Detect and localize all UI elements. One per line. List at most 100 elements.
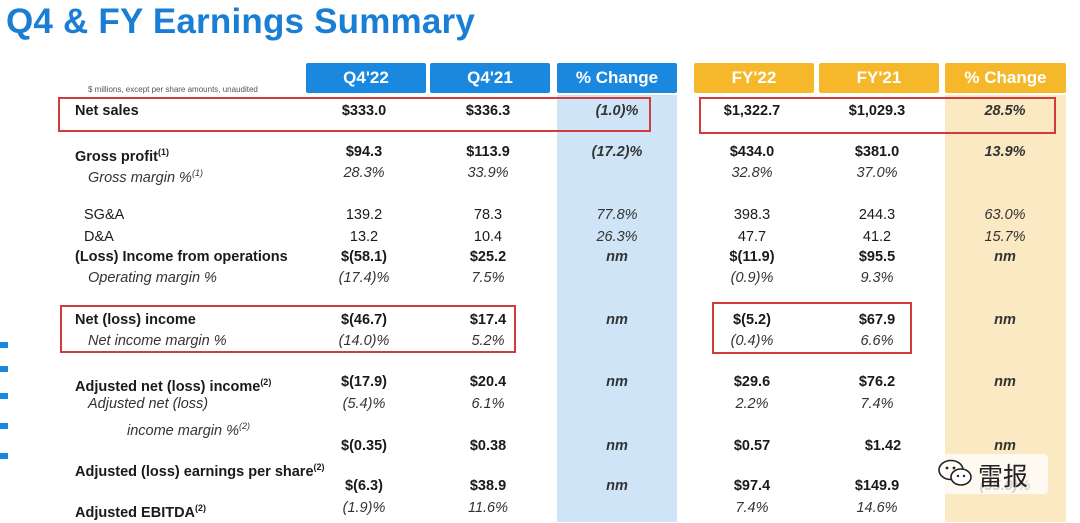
row-label: (Loss) Income from operations [75, 247, 288, 267]
q4-change-column-band [557, 95, 677, 522]
wechat-icon [938, 459, 972, 486]
row-label-text: SG&A [84, 207, 125, 223]
row-label-text: Adjusted net (loss) [88, 396, 209, 412]
row-label-text: Adjusted (loss) earnings per share [75, 463, 314, 480]
table-cell: 77.8% [596, 207, 638, 223]
table-cell: $29.6 [733, 374, 771, 390]
table-cell: (0.4)% [730, 333, 774, 349]
row-label: Net income margin % [88, 331, 227, 351]
table-cell: $97.4 [733, 478, 771, 494]
row-label-text: Adjusted EBITDA [75, 504, 196, 521]
table-cell: $(6.3) [345, 478, 383, 494]
row-label-text: income margin % [127, 422, 240, 439]
table-cell: nm [606, 374, 628, 390]
table-cell: 7.5% [471, 270, 505, 286]
highlight-net-sales-fy [699, 97, 1056, 134]
watermark-text: 雷报 [978, 463, 1029, 491]
table-cell: nm [994, 312, 1016, 328]
table-cell: $25.2 [469, 249, 507, 265]
table-cell: $(11.9) [729, 249, 775, 265]
table-cell: 6.1% [471, 396, 505, 412]
table-cell: $(58.1) [341, 249, 387, 265]
table-cell: (5.4)% [342, 396, 386, 412]
row-label: Net sales [75, 101, 139, 121]
row-label: Operating margin % [88, 268, 217, 288]
table-cell: 14.6% [856, 500, 898, 516]
highlight-net-income-fy [712, 302, 912, 354]
table-cell: nm [606, 312, 628, 328]
table-cell: $381.0 [854, 144, 900, 160]
table-cell: (17.2)% [591, 144, 643, 160]
table-cell: 37.0% [856, 165, 898, 181]
table-cell: $76.2 [858, 374, 896, 390]
row-label-text: Net sales [75, 103, 139, 119]
table-cell: (1.9)% [342, 500, 386, 516]
footnote-marker: (2) [260, 377, 272, 387]
page-title: Q4 & FY Earnings Summary [6, 2, 476, 41]
row-label: Gross margin %(1) [88, 163, 203, 186]
table-cell: $0.57 [733, 438, 771, 454]
table-cell: $95.5 [858, 249, 896, 265]
table-cell: 28.5% [984, 103, 1026, 119]
table-cell: $336.3 [465, 103, 511, 119]
table-cell: (14.0)% [338, 333, 390, 349]
table-cell: 13.2 [349, 229, 379, 245]
table-cell: 7.4% [860, 396, 894, 412]
table-cell: $113.9 [466, 144, 510, 160]
table-cell: $1,029.3 [848, 103, 906, 119]
table-cell: nm [606, 478, 628, 494]
table-cell: nm [606, 438, 628, 454]
table-cell: 28.3% [343, 165, 385, 181]
header-fy-change: % Change [945, 63, 1066, 93]
table-cell: (17.4)% [338, 270, 390, 286]
table-cell: $(5.2) [733, 312, 771, 328]
table-cell: $1,322.7 [723, 103, 781, 119]
footnote-marker: (2) [195, 503, 207, 513]
table-cell: nm [994, 249, 1016, 265]
row-label-text: Gross margin % [88, 169, 192, 186]
header-q4-21: Q4'21 [430, 63, 550, 93]
table-cell: 41.2 [862, 229, 892, 245]
table-cell: $(46.7) [341, 312, 387, 328]
header-fy-22: FY'22 [694, 63, 814, 93]
table-cell: $38.9 [469, 478, 507, 494]
table-cell: 398.3 [733, 207, 771, 223]
row-label: D&A [84, 227, 114, 247]
row-label-text: (Loss) Income from operations [75, 249, 288, 265]
highlight-net-sales-q4 [58, 97, 651, 132]
table-cell: $(0.35) [341, 438, 387, 454]
table-cell: nm [606, 249, 628, 265]
row-label: Adjusted net (loss) income(2) [75, 372, 272, 395]
table-cell: $(17.9) [341, 374, 387, 390]
row-label: Net (loss) income [75, 310, 196, 330]
table-cell: $149.9 [854, 478, 900, 494]
header-q4-change: % Change [557, 63, 677, 93]
left-edge-decoration [0, 333, 8, 483]
table-cell: 78.3 [473, 207, 503, 223]
row-label-text: Net income margin % [88, 333, 227, 349]
units-note: $ millions, except per share amounts, un… [88, 85, 258, 94]
table-cell: 244.3 [858, 207, 896, 223]
row-label: Gross profit(1) [75, 142, 169, 165]
table-cell: $0.38 [469, 438, 507, 454]
table-cell: $434.0 [729, 144, 775, 160]
table-cell: nm [994, 374, 1016, 390]
table-cell: 11.6% [467, 500, 509, 516]
table-cell: 63.0% [984, 207, 1026, 223]
row-label-text: Operating margin % [88, 270, 217, 286]
table-cell: $333.0 [341, 103, 387, 119]
table-cell: (1.0)% [595, 103, 639, 119]
table-cell: 2.2% [735, 396, 769, 412]
row-label: Adjusted EBITDA(2) [75, 498, 207, 521]
footnote-marker: (2) [239, 421, 251, 431]
table-cell: 10.4 [473, 229, 503, 245]
row-label: SG&A [84, 205, 124, 225]
row-label-text: D&A [84, 229, 114, 245]
table-cell: 139.2 [345, 207, 383, 223]
table-cell: 15.7% [984, 229, 1026, 245]
table-cell: 47.7 [737, 229, 767, 245]
table-cell: 13.9% [984, 144, 1026, 160]
table-cell: 7.4% [735, 500, 769, 516]
table-cell: nm [994, 438, 1016, 454]
table-cell: 33.9% [467, 165, 509, 181]
